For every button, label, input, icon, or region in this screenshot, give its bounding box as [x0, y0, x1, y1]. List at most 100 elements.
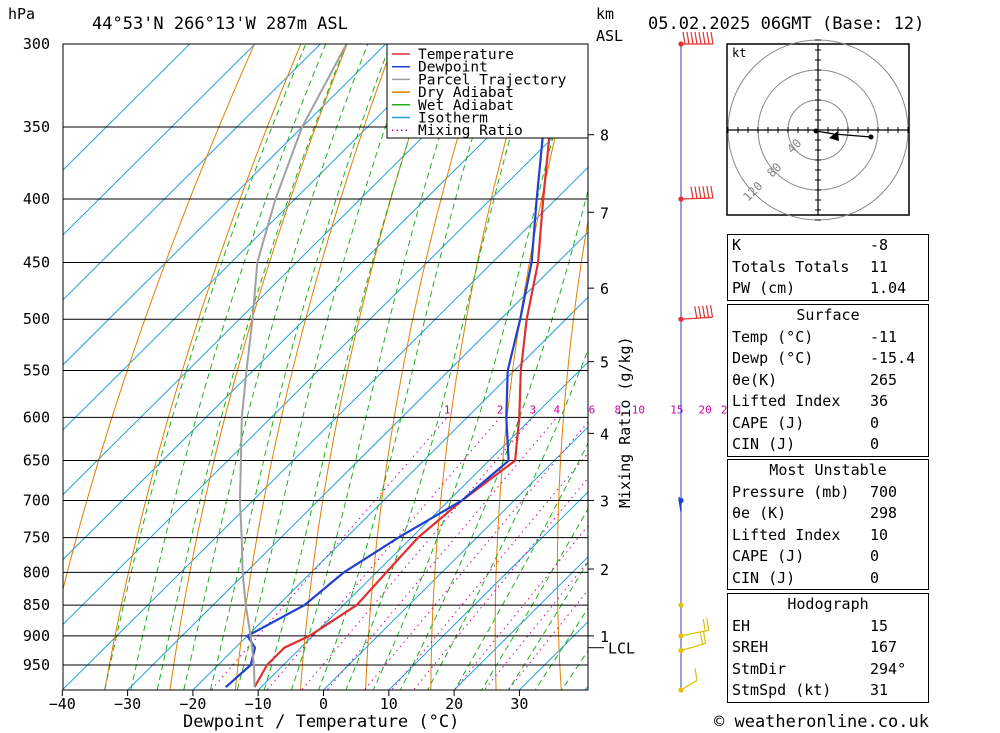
- pressure-tick-label: 800: [23, 563, 50, 581]
- surface-row: Dewp (°C) -15.4: [728, 348, 928, 370]
- isotherm-line: [63, 44, 191, 171]
- wind-barb-feather: [698, 31, 702, 45]
- isotherm-line: [63, 166, 588, 690]
- mixing-ratio-line: [210, 417, 448, 690]
- wind-barb-feather: [710, 185, 714, 199]
- wet-adiabat-line: [263, 44, 442, 690]
- km-tick-label: 3: [600, 492, 609, 510]
- x-tick-label: 0: [319, 695, 328, 713]
- surface-value: -11: [870, 327, 898, 346]
- pressure-tick-label: 300: [23, 35, 50, 53]
- pressure-tick-label: 900: [23, 627, 50, 645]
- wet-adiabat-line: [156, 44, 347, 690]
- index-value: 1.04: [870, 279, 907, 297]
- isotherm-line: [63, 44, 256, 236]
- series-temperature: [253, 44, 577, 688]
- wind-barb-feather: [702, 631, 707, 644]
- legend-label: Wet Adiabat: [418, 98, 514, 114]
- legend-label: Dry Adiabat: [418, 85, 514, 101]
- mixing-ratio-axis-title: Mixing Ratio (g/kg): [616, 336, 634, 508]
- legend-label: Dewpoint: [418, 60, 488, 76]
- hodograph-stat-row: StmSpd (kt) 31: [728, 680, 928, 702]
- km-tick-label: 1: [600, 628, 609, 646]
- hodograph-stat-value: 294°: [870, 659, 907, 678]
- dry-adiabat-line: [63, 44, 256, 592]
- wet-adiabat-line: [290, 44, 470, 690]
- pressure-tick-label: 950: [23, 656, 50, 674]
- most-unstable-row: CAPE (J) 0: [728, 546, 928, 568]
- wind-barb-feather: [702, 186, 706, 199]
- surface-label: CIN (J): [732, 435, 796, 453]
- x-tick-label: −40: [49, 695, 76, 713]
- legend-box: [386, 43, 589, 139]
- datetime-title: 05.02.2025 06GMT (Base: 12): [648, 14, 924, 34]
- hodograph-table-title: Hodograph: [787, 595, 869, 613]
- wet-adiabat-line: [481, 507, 588, 690]
- wind-barb-column: [678, 31, 714, 693]
- wind-barb-dot: [678, 602, 684, 608]
- mixing-ratio-label: 6: [589, 403, 596, 416]
- wind-barb-staff: [680, 316, 713, 320]
- mixing-ratio-label: 15: [670, 403, 683, 416]
- dry-adiabat-line: [234, 44, 394, 690]
- most-unstable-row: Pressure (mb) 700: [728, 482, 928, 504]
- x-tick-label: −20: [179, 695, 206, 713]
- index-label: PW (cm): [732, 279, 796, 297]
- isotherm-line: [453, 556, 588, 690]
- km-tick-label: 5: [600, 354, 609, 372]
- legend-label: Isotherm: [418, 111, 488, 127]
- dry-adiabat-line: [104, 44, 302, 690]
- hodograph-stat-row: EH 15: [728, 616, 928, 638]
- hodograph-stat-label: StmDir: [732, 659, 787, 678]
- wind-barb-feather: [706, 618, 710, 631]
- x-tick-label: −10: [245, 695, 272, 713]
- mixing-ratio-line: [266, 417, 501, 690]
- km-tick-label: 2: [600, 561, 609, 579]
- asl-label: ASL: [596, 27, 623, 45]
- mixing-ratio-label: 1: [444, 403, 451, 416]
- wind-barb-feather: [686, 31, 690, 45]
- dry-adiabat-line: [494, 44, 580, 690]
- surface-value: 0: [870, 413, 880, 432]
- hodograph-point: [868, 134, 874, 140]
- dry-adiabat-line: [993, 7, 1000, 719]
- isotherm-line: [322, 426, 588, 690]
- legend-label: Mixing Ratio: [418, 123, 523, 139]
- index-row: PW (cm) 1.04: [728, 278, 928, 300]
- wind-barb-feather: [706, 31, 710, 45]
- dry-adiabat-line: [676, 7, 725, 719]
- mixing-ratio-label: 2: [497, 403, 504, 416]
- hodograph-stat-row: SREH 167: [728, 637, 928, 659]
- km-tick-label: 8: [600, 127, 609, 145]
- hodograph-stat-label: EH: [732, 616, 751, 635]
- dry-adiabat-line: [944, 7, 1000, 719]
- mixing-ratio-label: 4: [554, 403, 561, 416]
- surface-row: CAPE (J) 0: [728, 413, 928, 435]
- dry-adiabat-line: [169, 44, 348, 690]
- most-unstable-label: CAPE (J): [732, 547, 805, 565]
- hodograph-trace: [815, 130, 872, 138]
- x-tick-label: 30: [510, 695, 528, 713]
- series-parcel-trajectory: [238, 44, 348, 688]
- wet-adiabat-line: [183, 44, 369, 690]
- isotherm-line: [63, 44, 322, 301]
- dry-adiabat-line: [365, 44, 487, 690]
- wind-barb-staff: [680, 629, 709, 637]
- surface-label: Dewp (°C): [732, 349, 814, 367]
- surface-label: θe(K): [732, 370, 778, 389]
- wet-adiabat-line: [454, 442, 588, 690]
- most-unstable-row: θe (K) 298: [728, 503, 928, 525]
- mixing-ratio-label: 10: [632, 403, 645, 416]
- storm-motion-arrow: [829, 131, 839, 141]
- lcl-label: LCL: [608, 640, 635, 658]
- surface-label: CAPE (J): [732, 413, 805, 432]
- index-row: Totals Totals 11: [728, 257, 928, 279]
- mixing-ratio-line: [412, 477, 588, 690]
- dry-adiabat-line: [430, 44, 533, 690]
- most-unstable-label: Lifted Index: [732, 525, 841, 544]
- most-unstable-label: CIN (J): [732, 568, 796, 587]
- wind-barb-staff: [680, 642, 706, 652]
- surface-panel: Surface Temp (°C) -11 Dewp (°C) -15.4 θe(K) 2…: [727, 304, 929, 457]
- surface-label: Temp (°C): [732, 327, 814, 346]
- wet-adiabat-line: [427, 348, 588, 690]
